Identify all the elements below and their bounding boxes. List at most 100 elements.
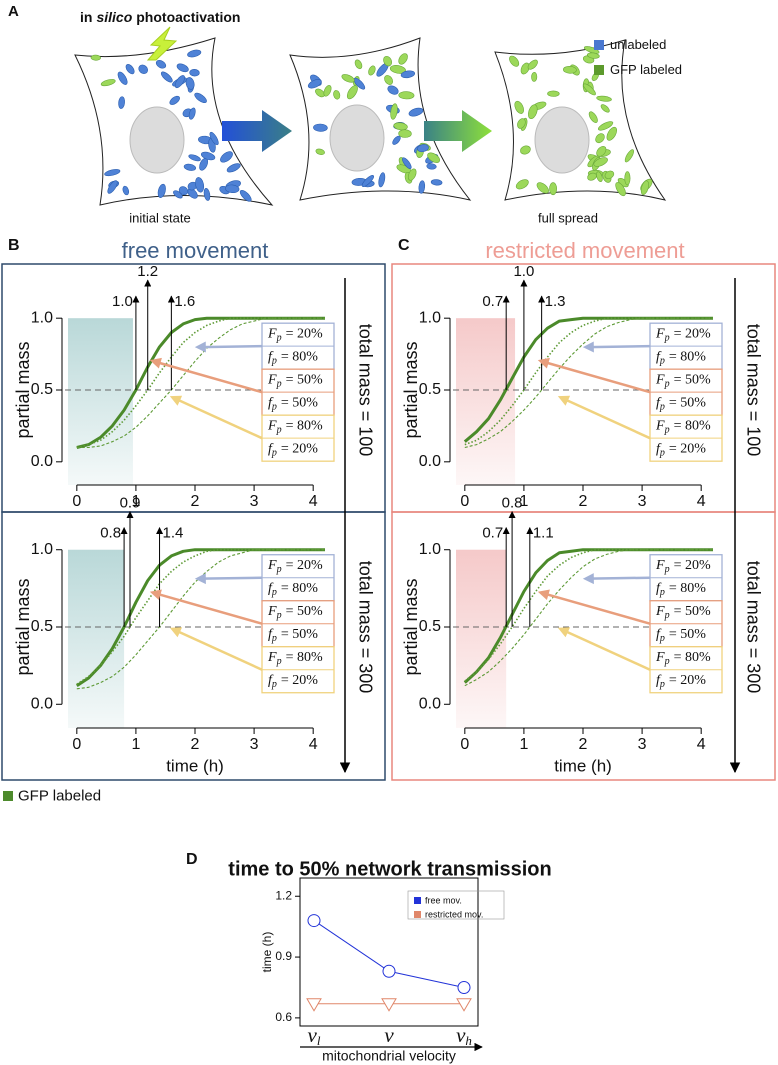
annotation-arrow [175,629,263,671]
math-rest: = 50% [669,627,706,642]
mitochondrion [313,123,328,132]
math-symbol: F [267,327,277,342]
side-label: total mass = 300 [743,561,763,694]
math-symbol: f [268,627,274,642]
legend-swatch [414,911,421,918]
mitochondrion [586,52,600,59]
math-symbol: F [267,419,277,434]
legend-label: restricted mov. [425,909,483,919]
annotation-arrow-head [537,357,550,369]
annotation-label: Fp = 50% [655,373,711,390]
annotation-arrow-head [149,357,162,369]
x-axis-label: mitochondrial velocity [322,1048,456,1064]
math-rest: = 80% [281,350,318,365]
mitochondrion [528,104,538,120]
x-tick-label: 3 [638,493,647,510]
math-subscript: p [659,588,665,599]
nucleus [329,104,385,172]
math-symbol: f [268,350,274,365]
math-rest: = 50% [669,396,706,411]
math-rest: = 80% [286,650,323,665]
math-subscript: p [659,680,665,691]
y-tick-label: 0.5 [31,618,53,635]
y-tick-label: 1.0 [31,309,53,326]
mitochondrion [315,88,325,98]
legend-swatch [414,897,421,904]
annotation-arrow-head [557,395,571,406]
process-arrow [222,110,292,152]
y-tick-label: 0.0 [419,453,441,470]
mitochondrion [520,145,531,155]
x-tick-label: 0 [460,736,469,753]
annotation-arrow-head [169,627,183,638]
mitochondrion [595,133,605,144]
shaded-region [456,318,516,485]
y-axis-label: partial mass [401,341,421,438]
data-point [382,964,396,978]
series-line [76,317,325,449]
annotation-arrow-head [194,573,206,585]
math-rest: = 20% [281,673,318,688]
y-tick-label: 1.2 [275,888,292,902]
annotation-label: fp = 20% [268,442,318,459]
nucleus [534,106,590,174]
annotation-arrow-head [582,341,594,353]
mitochondrion [100,79,116,87]
math-symbol: F [267,604,277,619]
mitochondrion [387,85,399,95]
annotation-arrow [201,576,263,580]
mitochondrion [194,92,207,104]
mitochondrion [515,179,529,190]
legend-label: free mov. [425,895,462,905]
legend-label: unlabeled [610,37,666,52]
mitochondrion [118,96,125,109]
mitochondrion [600,104,610,113]
y-tick-label: 0.0 [31,453,53,470]
mitochondrion [514,100,524,114]
mitochondrion [225,184,240,194]
math-symbol: f [268,396,274,411]
math-symbol: F [655,650,665,665]
data-point [456,998,472,1012]
mitochondrion [517,118,526,129]
math-symbol: f [656,581,662,596]
math-rest: = 50% [286,604,323,619]
math-symbol: F [267,558,277,573]
legend-label: GFP labeled [610,62,682,77]
mitochondrion [226,163,241,173]
x-tick-label: 1 [519,736,528,753]
x-tick-label: 1 [131,736,140,753]
mitochondrion [173,190,183,199]
shaded-region [456,549,507,728]
y-tick-label: 0.5 [419,618,441,635]
x-axis-label: time (h) [554,756,612,775]
annotation-arrow [175,397,263,440]
x-tick-label: 0 [460,493,469,510]
annotation-label: Fp = 80% [267,650,323,667]
mitochondrion [125,64,135,75]
math-rest: = 50% [286,373,323,388]
mitochondrion [361,175,375,187]
mitochondrion [368,65,376,76]
mitochondrion [604,170,615,179]
math-symbol: F [267,650,277,665]
annotation-arrow [543,360,651,394]
annotation-label: fp = 80% [656,581,706,598]
math-subscript: p [276,611,282,622]
math-symbol: f [656,350,662,365]
process-arrow [424,110,492,152]
crossing-label: 1.6 [174,293,195,310]
math-subscript: p [659,448,665,459]
mitochondrion [430,179,443,186]
mitochondrion [407,168,417,181]
y-tick-label: 1.0 [31,541,53,558]
math-subscript: p [659,402,665,413]
annotation-label: fp = 50% [268,396,318,413]
mitochondrion [188,154,201,162]
annotation-label: Fp = 80% [655,419,711,436]
mitochondrion [169,95,180,105]
mitochondrion [427,152,440,163]
data-point [306,998,322,1012]
series-line [464,549,713,687]
mitochondrion [239,189,252,202]
